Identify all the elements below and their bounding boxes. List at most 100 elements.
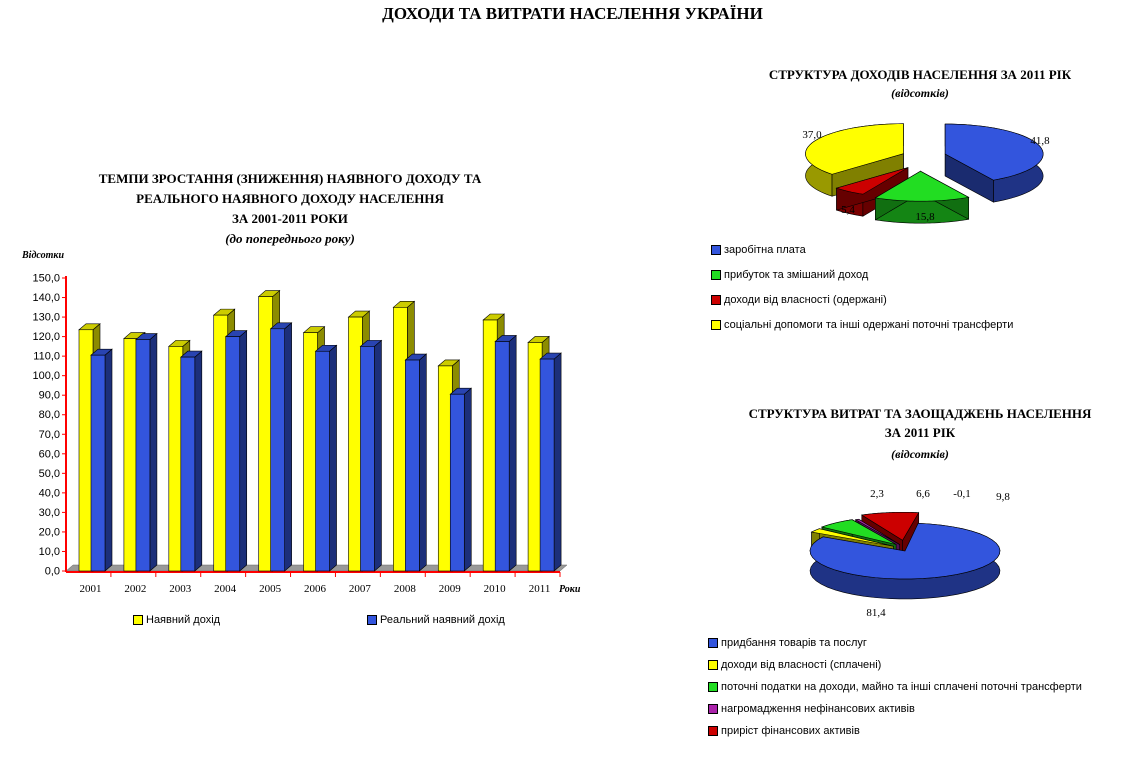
bar-2003-real-front xyxy=(180,356,196,572)
expense-legend-swatch-1 xyxy=(708,638,718,648)
expense-legend-item-4: нагромадження нефінансових активів xyxy=(708,698,1082,720)
expense-value-label-3: 6,6 xyxy=(916,488,930,500)
y-tick-label: 10,0 xyxy=(39,546,60,558)
y-tick-label: 90,0 xyxy=(39,390,60,402)
page-title: ДОХОДИ ТА ВИТРАТИ НАСЕЛЕННЯ УКРАЇНИ xyxy=(382,4,763,23)
income-legend-item-4: соціальні допомоги та інші одержані пото… xyxy=(711,312,1013,337)
y-tick-label: 40,0 xyxy=(39,487,60,499)
expense-pie-title-line-1: СТРУКТУРА ВИТРАТ ТА ЗАОЩАДЖЕНЬ НАСЕЛЕННЯ xyxy=(748,406,1092,421)
income-pie-title: СТРУКТУРА ДОХОДІВ НАСЕЛЕННЯ ЗА 2011 РІК xyxy=(768,67,1072,82)
y-tick-label: 100,0 xyxy=(32,370,60,382)
bar-2009-real xyxy=(449,387,473,572)
income-slice-2 xyxy=(874,170,970,224)
income-legend-label-3: доходи від власності (одержані) xyxy=(724,293,887,306)
income-slice-3-top xyxy=(835,167,909,195)
y-tick-label: 80,0 xyxy=(39,409,60,421)
x-tick-label-2011: 2011 xyxy=(529,583,551,595)
expense-value-label-4: -0,1 xyxy=(953,488,970,500)
bar-chart-title-line-3: ЗА 2001-2011 РОКИ xyxy=(232,211,348,226)
expense-slice-2-top xyxy=(810,528,894,547)
y-tick-label: 110,0 xyxy=(33,351,60,363)
bar-2005-real-front xyxy=(270,328,285,572)
x-axis-label: Роки xyxy=(559,584,581,595)
income-legend-swatch-1 xyxy=(711,244,721,255)
x-tick-label-2008: 2008 xyxy=(394,583,417,595)
income-slice-1 xyxy=(944,123,1044,203)
expense-legend-item-2: доходи від власності (сплачені) xyxy=(708,654,1082,676)
y-tick-label: 130,0 xyxy=(32,312,60,324)
bar-2004-real xyxy=(224,329,248,572)
income-legend-item-3: доходи від власності (одержані) xyxy=(711,287,1013,312)
bar-legend-label-2: Реальний наявний дохід xyxy=(380,614,505,626)
expense-pie-title-line-2: ЗА 2011 РІК xyxy=(884,425,956,440)
income-value-label-2: 15,8 xyxy=(915,211,935,223)
bar-legend-label-1: Наявний дохід xyxy=(146,614,221,626)
expense-legend-item-5: приріст фінансових активів xyxy=(708,720,1082,742)
bar-legend-item-1: Наявний дохід xyxy=(133,614,220,626)
expense-legend-item-1: придбання товарів та послуг xyxy=(708,632,1082,654)
bar-2007-real xyxy=(359,339,383,572)
x-tick-label-2005: 2005 xyxy=(259,583,282,595)
bar-2001-real xyxy=(90,348,113,572)
x-tick-label-2007: 2007 xyxy=(349,583,372,595)
x-tick-label-2001: 2001 xyxy=(79,583,101,595)
income-legend-swatch-4 xyxy=(711,319,721,330)
bar-2008-real-front xyxy=(405,359,420,572)
bar-chart-title-line-2: РЕАЛЬНОГО НАЯВНОГО ДОХОДУ НАСЕЛЕННЯ xyxy=(136,191,444,206)
bar-chart-subtitle: (до попереднього року) xyxy=(225,231,355,246)
expense-legend-label-5: приріст фінансових активів xyxy=(721,725,860,737)
expense-slice-5-top xyxy=(860,511,920,541)
income-legend-item-2: прибуток та змішаний доход xyxy=(711,262,1013,287)
income-slice-4-top xyxy=(805,123,904,175)
income-legend-swatch-3 xyxy=(711,294,721,305)
income-legend-swatch-2 xyxy=(711,269,721,280)
x-tick-label-2002: 2002 xyxy=(124,583,146,595)
y-tick-label: 150,0 xyxy=(32,273,60,285)
bar-2008-real xyxy=(404,353,428,572)
expense-slice-1-top xyxy=(809,522,1001,580)
income-slice-2-top xyxy=(874,170,970,202)
y-tick-label: 30,0 xyxy=(39,507,60,519)
x-tick-label-2010: 2010 xyxy=(484,583,507,595)
y-tick-label: 20,0 xyxy=(39,526,60,538)
income-legend-label-1: заробітна плата xyxy=(724,243,806,256)
bar-2010-real-front xyxy=(494,341,510,572)
expense-legend-swatch-4 xyxy=(708,704,718,714)
expense-legend-item-3: поточні податки на доходи, майно та інші… xyxy=(708,676,1082,698)
bar-2006-real-front xyxy=(315,350,330,572)
bar-legend-item-2: Реальний наявний дохід xyxy=(367,614,505,626)
income-value-label-4: 37,0 xyxy=(802,129,822,141)
y-tick-label: 70,0 xyxy=(39,429,60,441)
y-tick-label: 50,0 xyxy=(39,468,60,480)
expense-legend-label-2: доходи від власності (сплачені) xyxy=(721,659,882,671)
income-legend-label-4: соціальні допомоги та інші одержані пото… xyxy=(724,318,1014,331)
bar-2007-real-front xyxy=(360,346,375,572)
bar-legend-swatch-1 xyxy=(133,615,143,625)
expense-slice-3-top xyxy=(820,519,897,545)
bar-2002-real xyxy=(135,332,158,572)
expense-slice-4-top xyxy=(854,518,900,545)
expense-legend-label-4: нагромадження нефінансових активів xyxy=(721,703,915,715)
y-tick-label: 60,0 xyxy=(39,448,60,460)
bar-2003-real xyxy=(180,350,203,572)
bar-2011-real xyxy=(539,352,562,572)
expense-value-label-5: 9,8 xyxy=(996,491,1010,503)
x-tick-label-2003: 2003 xyxy=(169,583,192,595)
expense-slice-1 xyxy=(809,522,1001,600)
bar-2010-real xyxy=(494,334,517,572)
x-tick-label-2006: 2006 xyxy=(304,583,327,595)
y-axis-label: Відсотки xyxy=(21,250,64,261)
income-legend-item-1: заробітна плата xyxy=(711,237,1013,262)
expense-value-label-2: 2,3 xyxy=(870,488,884,500)
y-tick-label: 120,0 xyxy=(32,331,60,343)
expense-legend-swatch-3 xyxy=(708,682,718,692)
bar-legend-swatch-2 xyxy=(367,615,377,625)
income-slice-1-top xyxy=(944,123,1044,181)
bar-2009-real-front xyxy=(449,393,465,572)
income-legend: заробітна плата прибуток та змішаний дох… xyxy=(711,237,1013,337)
expense-value-label-1: 81,4 xyxy=(866,607,886,619)
income-value-label-1: 41,8 xyxy=(1030,135,1050,147)
